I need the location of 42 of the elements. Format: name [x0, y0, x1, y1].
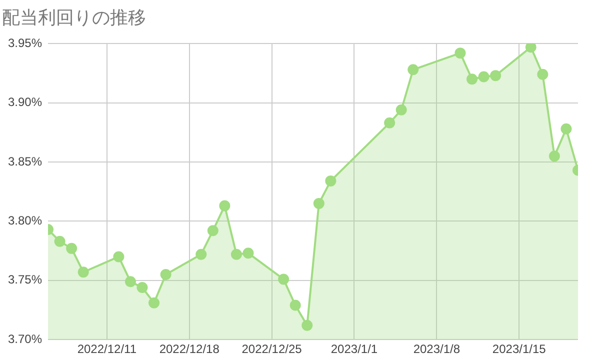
- point: [160, 268, 172, 280]
- y-tick-label: 3.95%: [8, 36, 42, 50]
- point: [302, 320, 313, 331]
- point: [313, 198, 324, 209]
- point: [478, 71, 490, 82]
- point: [560, 123, 572, 134]
- point: [384, 117, 396, 128]
- point: [78, 266, 89, 278]
- point: [148, 297, 160, 308]
- point: [124, 276, 136, 288]
- point: [548, 150, 560, 162]
- point: [525, 44, 536, 53]
- point: [196, 248, 207, 260]
- point: [219, 200, 230, 212]
- x-tick-label: 2023/1/1: [330, 342, 378, 356]
- y-tick-label: 3.80%: [8, 214, 42, 228]
- y-tick-label: 3.90%: [8, 95, 42, 110]
- chart-title: 配当利回りの推移: [2, 7, 146, 28]
- x-tick-label: 2022/12/18: [159, 342, 220, 356]
- x-tick-label: 2023/1/15: [492, 342, 546, 356]
- x-tick-label: 2023/1/8: [413, 342, 460, 356]
- point: [66, 242, 78, 254]
- point: [136, 282, 148, 294]
- point: [278, 274, 290, 285]
- point: [290, 300, 301, 311]
- y-tick-label: 3.70%: [8, 332, 42, 346]
- point: [396, 104, 407, 116]
- point: [113, 251, 124, 262]
- x-tick-label: 2022/12/11: [77, 342, 137, 356]
- point: [466, 74, 478, 85]
- y-tick-label: 3.85%: [8, 154, 42, 168]
- point: [242, 248, 254, 259]
- point: [325, 175, 336, 186]
- point: [54, 236, 66, 247]
- point: [537, 68, 548, 80]
- point: [408, 64, 419, 76]
- point: [230, 248, 242, 260]
- x-tick-label: 2022/12/25: [242, 342, 302, 356]
- y-tick-label: 3.75%: [8, 272, 42, 287]
- point: [454, 48, 466, 59]
- point: [207, 225, 218, 236]
- point: [490, 70, 502, 82]
